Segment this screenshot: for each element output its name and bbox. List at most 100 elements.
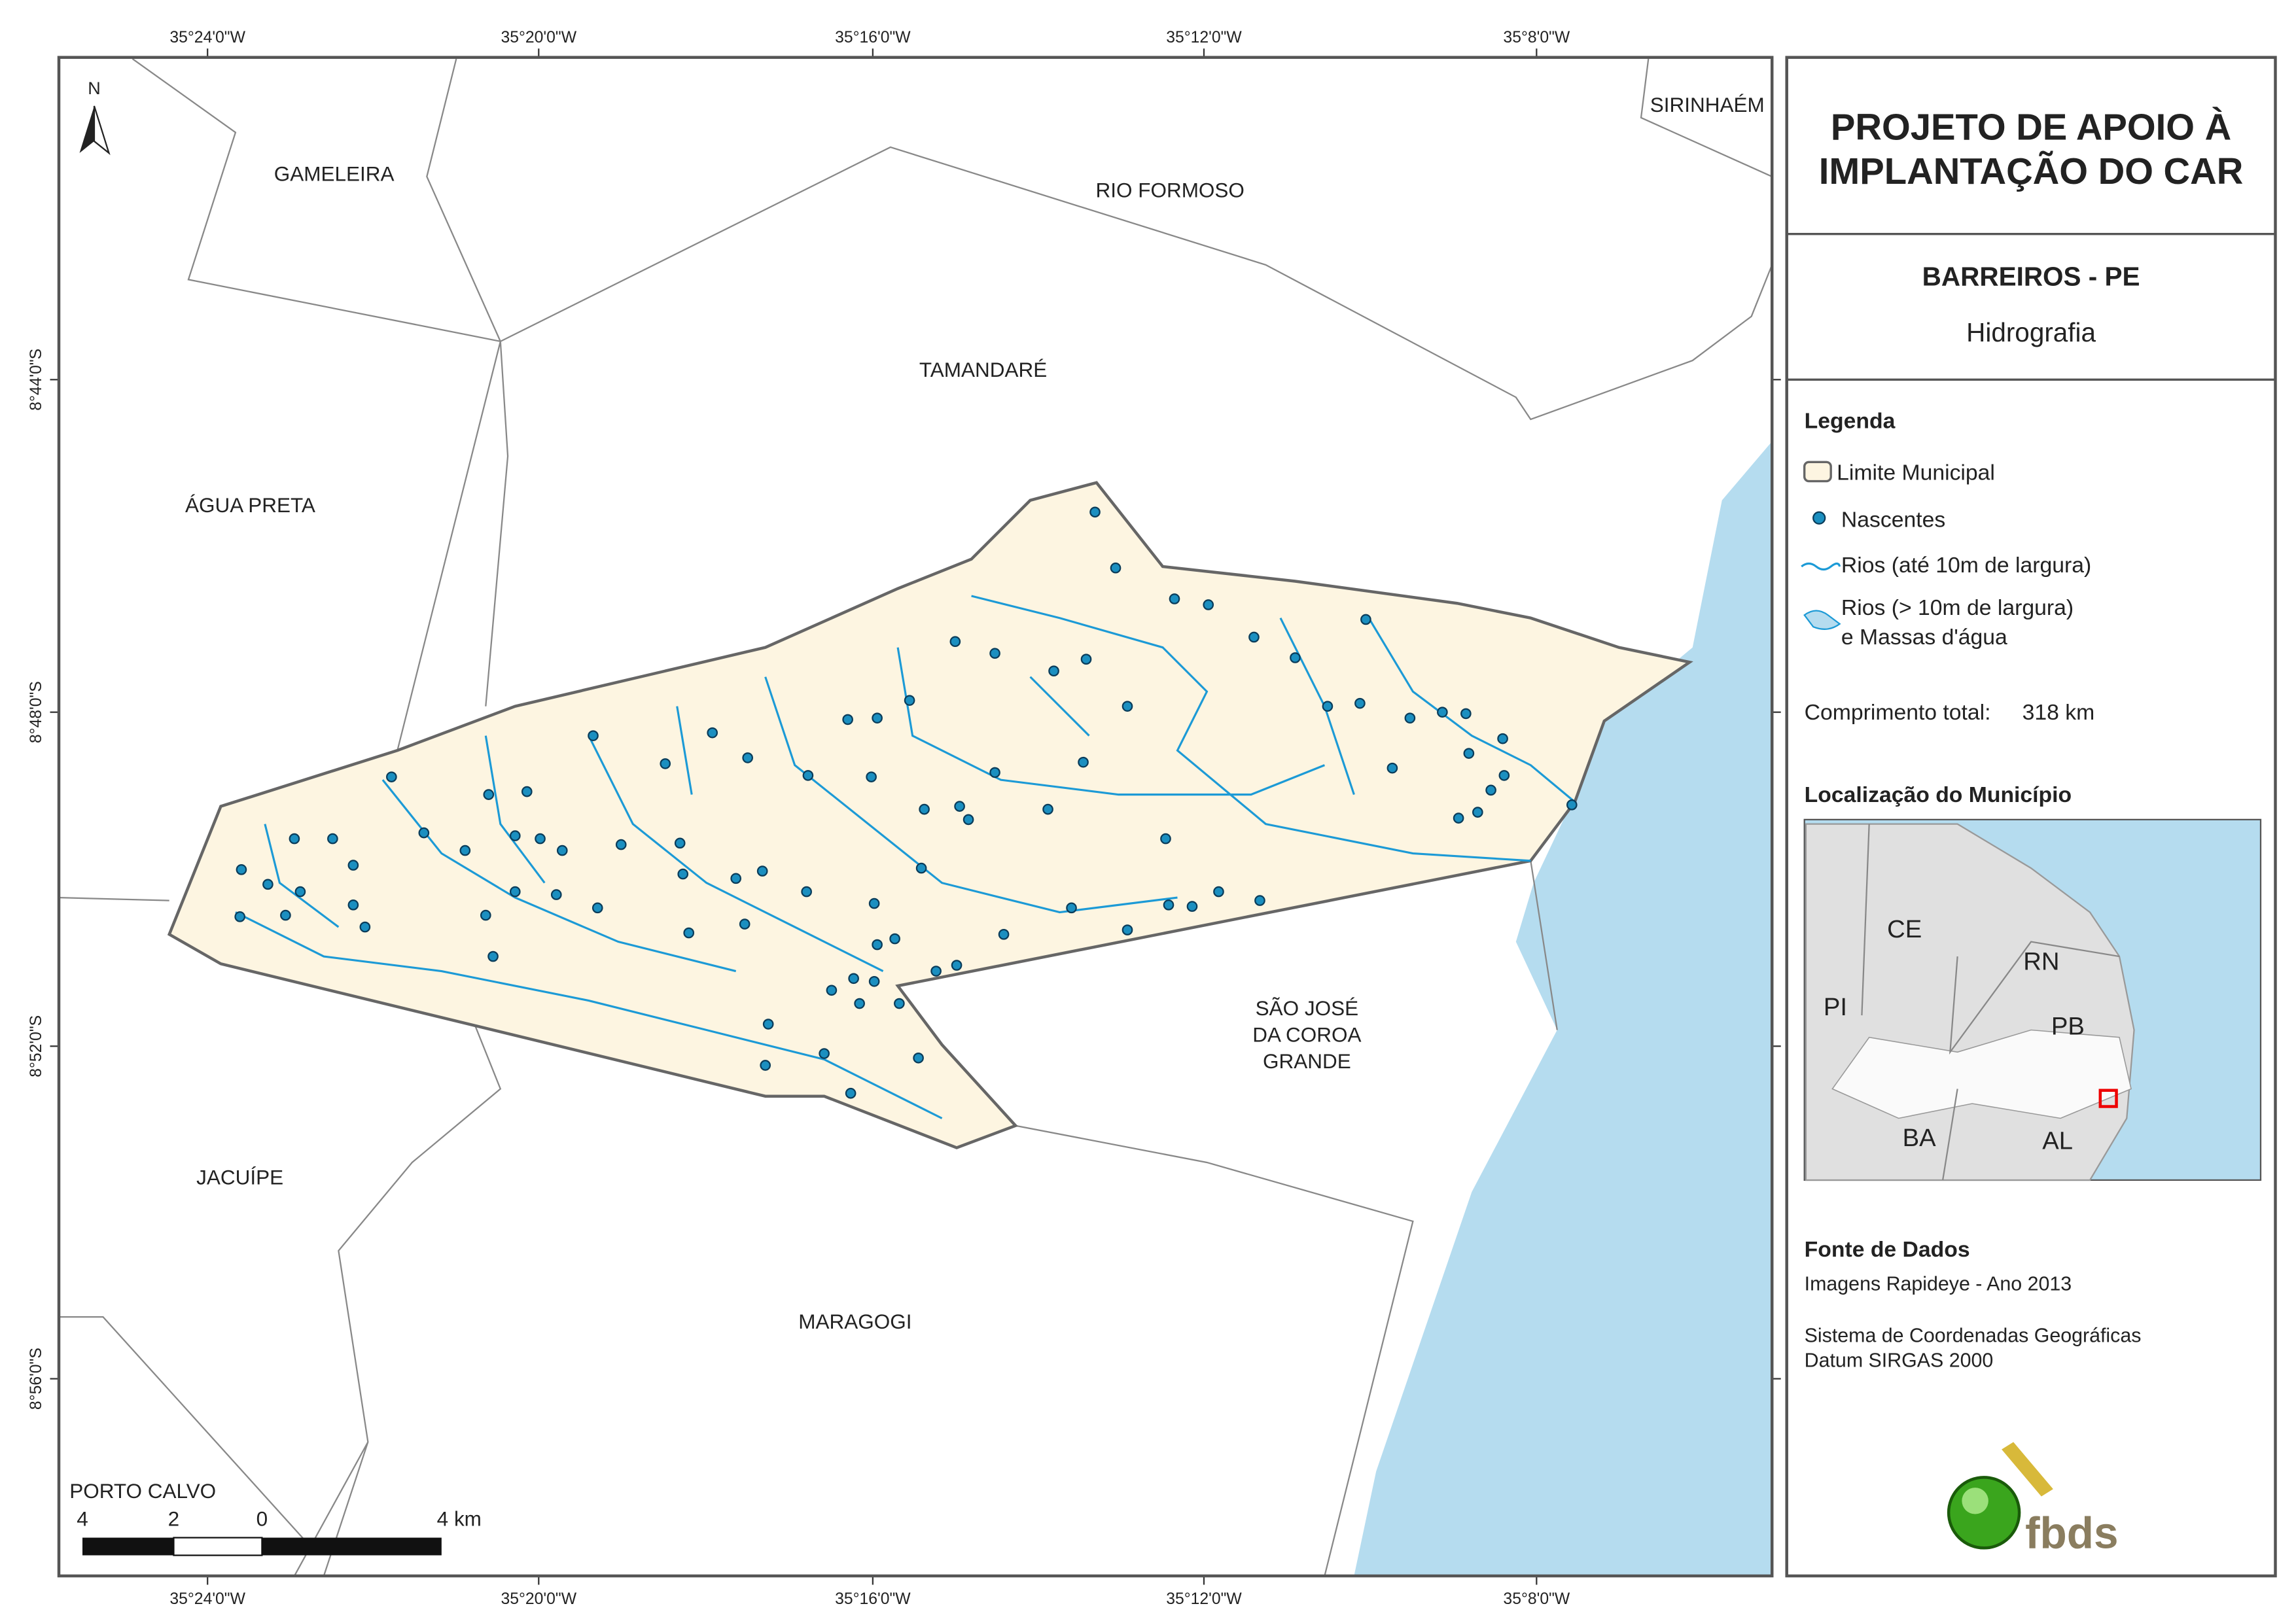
spring xyxy=(683,927,695,939)
state-label: PB xyxy=(2051,1012,2085,1040)
legend-title: Legenda xyxy=(1805,409,1896,434)
x-coord-label: 35°24'0"W xyxy=(169,1590,245,1608)
spring xyxy=(1160,833,1171,845)
state-label: BA xyxy=(1903,1124,1936,1152)
spring xyxy=(1089,506,1101,518)
spring xyxy=(1110,562,1122,574)
spring xyxy=(1042,803,1053,815)
spring xyxy=(483,789,495,800)
spring xyxy=(347,860,359,871)
spring xyxy=(913,1052,924,1064)
y-coord-label: 8°44'0"S xyxy=(27,349,45,411)
spring xyxy=(386,771,397,782)
spring xyxy=(1078,756,1089,768)
place-label: MARAGOGI xyxy=(798,1310,911,1333)
spring xyxy=(756,865,768,877)
north-arrow: N xyxy=(79,79,111,156)
place-label: SIRINHAÉM xyxy=(1650,93,1765,116)
state-label: CE xyxy=(1887,915,1922,943)
x-coord-label: 35°16'0"W xyxy=(835,1590,911,1608)
length-value: 318 km xyxy=(2022,700,2095,725)
spring xyxy=(742,752,754,763)
source-line: Datum SIRGAS 2000 xyxy=(1805,1350,1994,1372)
sources-title: Fonte de Dados xyxy=(1805,1237,1970,1262)
x-coord-label: 35°12'0"W xyxy=(1166,1590,1242,1608)
spring xyxy=(949,636,961,648)
place-label: GAMELEIRA xyxy=(274,162,395,186)
logo: fbds xyxy=(1947,1442,2119,1558)
spring xyxy=(1248,631,1260,643)
spring xyxy=(550,889,562,900)
source-line: Sistema de Coordenadas Geográficas xyxy=(1805,1325,2142,1346)
spring xyxy=(1122,701,1133,712)
legend-item: Rios (> 10m de largura) xyxy=(1841,595,2074,620)
map-frame: 35°24'0"W 35°24'0"W 35°20'0"W 35°20'0"W 35°1… xyxy=(27,29,1781,1608)
spring xyxy=(802,770,814,781)
spring xyxy=(989,648,1000,659)
spring xyxy=(1048,665,1059,677)
spring xyxy=(1322,701,1333,712)
spring xyxy=(509,886,521,898)
spring xyxy=(487,951,499,962)
spring xyxy=(951,960,963,971)
spring xyxy=(327,833,338,845)
spring xyxy=(1290,652,1301,663)
spring xyxy=(848,973,859,985)
spring xyxy=(1498,770,1510,781)
spring xyxy=(1213,886,1224,898)
spring xyxy=(236,864,247,875)
scale-label: 4 xyxy=(77,1507,88,1531)
spring xyxy=(1497,733,1508,744)
scale-label: 2 xyxy=(168,1507,180,1531)
spring xyxy=(1472,807,1483,818)
spring xyxy=(919,803,930,815)
municipality-barreiros xyxy=(167,481,1693,1149)
rivers xyxy=(235,595,1576,1119)
spring xyxy=(963,814,974,826)
place-label: RIO FORMOSO xyxy=(1096,178,1245,201)
logo-text: fbds xyxy=(2025,1509,2118,1558)
spring xyxy=(588,730,599,741)
spring xyxy=(1566,799,1578,811)
spring xyxy=(1460,708,1472,720)
place-label: JACUÍPE xyxy=(196,1166,283,1189)
place-label: SÃO JOSÉ xyxy=(1256,996,1358,1020)
spring xyxy=(989,767,1000,778)
spring xyxy=(521,786,533,797)
length-label: Comprimento total: xyxy=(1805,700,1991,725)
graticule: 35°24'0"W 35°24'0"W 35°20'0"W 35°20'0"W 35°1… xyxy=(27,29,1781,1608)
springs xyxy=(234,506,1578,1099)
title-line: IMPLANTAÇÃO DO CAR xyxy=(1819,150,2244,192)
spring xyxy=(872,939,883,951)
spring xyxy=(509,830,521,841)
spring xyxy=(801,886,812,898)
x-coord-label: 35°8'0"W xyxy=(1503,1590,1570,1608)
y-coord-label: 8°48'0"S xyxy=(27,681,45,743)
legend-item: Limite Municipal xyxy=(1837,460,1995,485)
x-coord-label: 35°20'0"W xyxy=(501,29,577,46)
spring xyxy=(845,1087,857,1099)
spring xyxy=(674,837,686,849)
spring xyxy=(739,918,751,930)
state-label: RN xyxy=(2023,947,2059,975)
spring xyxy=(868,898,880,909)
map-border xyxy=(57,56,1774,1578)
x-coord-label: 35°8'0"W xyxy=(1503,29,1570,46)
spring xyxy=(1360,614,1371,625)
spring xyxy=(677,868,689,880)
spring xyxy=(347,899,359,911)
spring xyxy=(592,902,603,914)
spring xyxy=(707,727,718,739)
spring xyxy=(904,695,915,706)
spring xyxy=(954,801,965,812)
place-label: TAMANDARÉ xyxy=(919,358,1047,381)
x-coord-label: 35°20'0"W xyxy=(501,1590,577,1608)
spring xyxy=(1169,593,1180,604)
x-coord-label: 35°24'0"W xyxy=(169,29,245,46)
title-line: PROJETO DE APOIO À xyxy=(1831,107,2231,148)
spring xyxy=(1080,654,1092,665)
spring xyxy=(535,833,546,845)
spring xyxy=(762,1019,774,1030)
legend-item: Rios (até 10m de largura) xyxy=(1841,553,2091,578)
y-coord-label: 8°56'0"S xyxy=(27,1348,45,1410)
